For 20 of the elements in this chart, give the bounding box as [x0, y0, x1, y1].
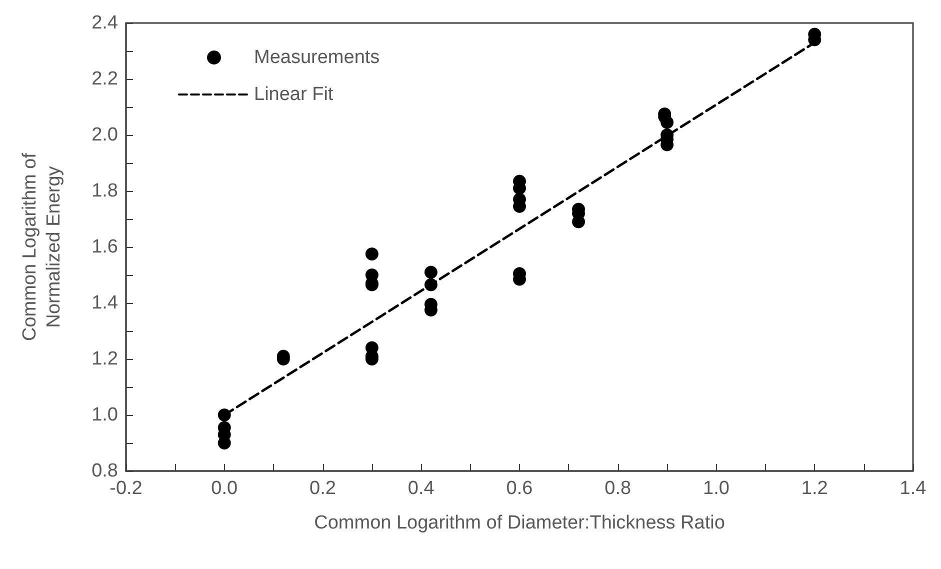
y-tick-label: 2.2 — [92, 68, 118, 90]
y-tick-label: 1.6 — [92, 236, 118, 258]
x-tick-label: 0.6 — [506, 478, 533, 499]
y-axis-title: Common Logarithm of Normalized Energy — [20, 152, 64, 341]
y-tick-label: 2.0 — [92, 124, 118, 146]
x-axis-title: Common Logarithm of Diameter:Thickness Ratio — [314, 512, 725, 534]
y-tick-label: 2.4 — [92, 12, 118, 34]
x-tick-label: 0.4 — [408, 478, 435, 499]
x-tick-label: 1.2 — [801, 478, 828, 499]
x-tick-label: 1.4 — [900, 478, 927, 499]
x-tick-label: 0.0 — [211, 478, 238, 499]
y-tick-label: 1.8 — [92, 180, 118, 202]
x-tick-label: 0.2 — [310, 478, 336, 499]
y-tick-label: 1.0 — [92, 404, 118, 426]
y-tick-label: 1.2 — [92, 348, 118, 370]
x-tick-label: 1.0 — [703, 478, 730, 499]
y-tick-label: 1.4 — [92, 292, 118, 314]
legend-label: Linear Fit — [254, 84, 334, 105]
legend-label: Measurements — [254, 47, 380, 68]
x-tick-label: 0.8 — [604, 478, 632, 499]
